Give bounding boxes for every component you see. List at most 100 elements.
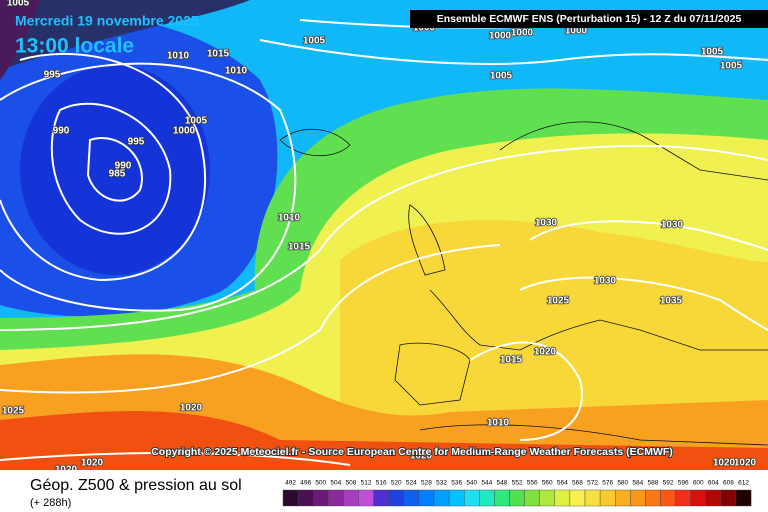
legend-swatch bbox=[599, 489, 616, 507]
legend-swatch bbox=[448, 489, 465, 507]
isobar-label: 990 bbox=[53, 126, 70, 137]
legend-tick-label: 524 bbox=[406, 480, 417, 487]
isobar-label: 1015 bbox=[207, 49, 230, 60]
footer-lead: (+ 288h) bbox=[30, 497, 71, 509]
forecast-date: Mercredi 19 novembre 2025 bbox=[15, 13, 199, 29]
legend-swatch bbox=[509, 489, 525, 507]
legend-tick-label: 564 bbox=[557, 480, 568, 487]
isobar-label: 1010 bbox=[278, 213, 301, 224]
isobar-label: 1035 bbox=[660, 296, 683, 307]
legend-swatch bbox=[358, 489, 374, 507]
forecast-time: 13:00 locale bbox=[15, 35, 134, 58]
isobar-label: 1005 bbox=[720, 61, 743, 72]
legend-swatch bbox=[433, 489, 450, 507]
isobar-label: 1030 bbox=[535, 218, 558, 229]
model-info: Ensemble ECMWF ENS (Perturbation 15) - 1… bbox=[437, 13, 742, 25]
isobar-label: 1010 bbox=[225, 66, 248, 77]
legend-tick-label: 596 bbox=[678, 480, 689, 487]
coastlines bbox=[279, 121, 768, 446]
copyright: Copyright © 2025 Meteociel.fr - Source E… bbox=[151, 446, 673, 458]
isobar-label: 1000 bbox=[173, 126, 196, 137]
legend-swatch bbox=[388, 489, 405, 507]
header-band bbox=[410, 10, 768, 28]
legend-swatch bbox=[297, 489, 314, 507]
legend-tick-label: 612 bbox=[738, 480, 749, 487]
legend-swatch bbox=[660, 489, 676, 507]
isobar-label: 985 bbox=[109, 169, 126, 180]
legend-tick-label: 492 bbox=[285, 480, 296, 487]
legend-tick-label: 604 bbox=[708, 480, 719, 487]
legend-tick-label: 504 bbox=[330, 480, 341, 487]
color-legend: 492 496 500 504 508 512 516 520 524 528 532 536 540 5… bbox=[282, 480, 752, 507]
legend-swatch bbox=[343, 489, 359, 507]
legend-tick-label: 560 bbox=[542, 480, 553, 487]
legend-swatch bbox=[464, 489, 480, 507]
legend-swatch bbox=[282, 489, 299, 507]
isobar-label: 1030 bbox=[594, 276, 617, 287]
legend-swatch bbox=[524, 489, 540, 507]
isobar-label: 1015 bbox=[288, 242, 311, 253]
isobar-label: 1000 bbox=[489, 31, 512, 42]
legend-swatch bbox=[373, 489, 389, 507]
map-field bbox=[0, 0, 768, 470]
legend-tick-label: 568 bbox=[572, 480, 583, 487]
isobar-label: 1005 bbox=[185, 116, 208, 127]
isobar-label: 1020 bbox=[410, 451, 433, 462]
legend-swatch bbox=[403, 489, 420, 507]
legend-tick-label: 592 bbox=[663, 480, 674, 487]
legend-tick-label: 496 bbox=[300, 480, 311, 487]
isobar-label: 1000 bbox=[565, 26, 588, 37]
isobar-label: 1020 bbox=[180, 403, 203, 414]
footer-title: Géop. Z500 & pression au sol bbox=[30, 477, 242, 494]
legend-swatch bbox=[418, 489, 435, 507]
legend-swatch bbox=[569, 489, 586, 507]
legend-swatch bbox=[735, 489, 752, 507]
legend-swatch bbox=[645, 489, 661, 507]
legend-tick-label: 540 bbox=[466, 480, 477, 487]
isobar-label: 1020 bbox=[734, 458, 757, 469]
isobar-label: 1005 bbox=[701, 47, 724, 58]
legend-swatch bbox=[328, 489, 344, 507]
isobar-label: 995 bbox=[128, 137, 145, 148]
isobar-label: 1020 bbox=[534, 347, 557, 358]
isobar-label: 1020 bbox=[713, 458, 736, 469]
legend-swatch bbox=[539, 489, 556, 507]
isobar-label: 1025 bbox=[547, 296, 570, 307]
legend-tick-label: 608 bbox=[723, 480, 734, 487]
legend-swatch bbox=[705, 489, 722, 507]
isobar-label: 1000 bbox=[511, 28, 534, 39]
legend-swatch bbox=[494, 489, 510, 507]
legend-tick-label: 536 bbox=[451, 480, 462, 487]
legend-tick-label: 572 bbox=[587, 480, 598, 487]
legend-swatch bbox=[584, 489, 601, 507]
legend-swatch bbox=[675, 489, 691, 507]
isobar-label: 1005 bbox=[303, 36, 326, 47]
legend-tick-label: 548 bbox=[497, 480, 508, 487]
legend-swatch bbox=[690, 489, 707, 507]
legend-tick-label: 588 bbox=[648, 480, 659, 487]
isobar-label: 990 bbox=[115, 161, 132, 172]
legend-tick-label: 520 bbox=[391, 480, 402, 487]
legend-swatch bbox=[615, 489, 631, 507]
legend-tick-label: 512 bbox=[361, 480, 372, 487]
legend-swatch bbox=[720, 489, 737, 507]
isobar-label: 995 bbox=[44, 70, 61, 81]
legend-tick-label: 580 bbox=[617, 480, 628, 487]
legend-tick-label: 508 bbox=[346, 480, 357, 487]
legend-tick-label: 584 bbox=[632, 480, 643, 487]
legend-tick-label: 516 bbox=[376, 480, 387, 487]
legend-tick-label: 532 bbox=[436, 480, 447, 487]
legend-swatch bbox=[313, 489, 329, 507]
isobar-label: 1005 bbox=[490, 71, 513, 82]
legend-swatch bbox=[479, 489, 495, 507]
isobar-label: 1025 bbox=[2, 406, 25, 417]
isobar-label: 1020 bbox=[81, 458, 104, 469]
legend-tick-label: 556 bbox=[527, 480, 538, 487]
legend-tick-label: 576 bbox=[602, 480, 613, 487]
isobar-label: 1010 bbox=[167, 51, 190, 62]
legend-tick-label: 600 bbox=[693, 480, 704, 487]
legend-tick-label: 544 bbox=[481, 480, 492, 487]
isobars bbox=[0, 14, 768, 466]
